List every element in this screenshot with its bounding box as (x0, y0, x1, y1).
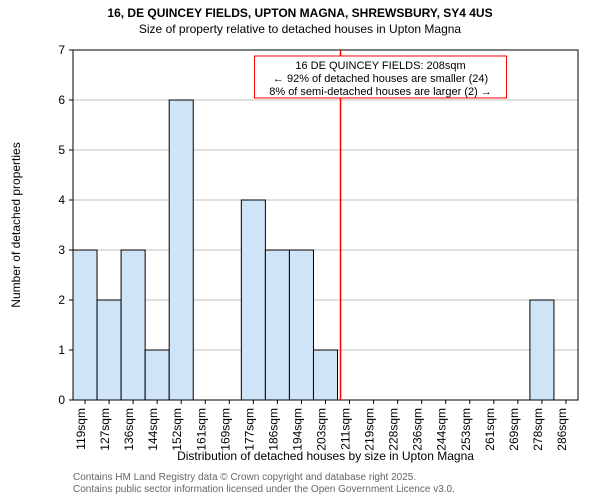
bar (121, 250, 145, 400)
x-tick-label: 244sqm (435, 408, 449, 451)
x-tick-label: 286sqm (555, 408, 569, 451)
x-tick-label: 161sqm (194, 408, 208, 451)
plot-area: 0 1 2 3 4 5 6 7 119sqm 127sqm 136sqm 144sqm 152sqm 16… (58, 43, 578, 451)
bar (73, 250, 97, 400)
histogram-chart: 16, DE QUINCEY FIELDS, UPTON MAGNA, SHRE… (0, 0, 600, 500)
x-tick-label: 119sqm (74, 408, 88, 450)
x-tick-label: 152sqm (170, 408, 184, 451)
bar (313, 350, 337, 400)
x-tick-label: 253sqm (459, 408, 473, 451)
y-tick-label: 1 (58, 343, 65, 357)
y-tick-label: 5 (58, 143, 65, 157)
y-tick-label: 6 (58, 93, 65, 107)
attribution-1: Contains HM Land Registry data © Crown c… (73, 472, 416, 483)
annotation-line-1: 16 DE QUINCEY FIELDS: 208sqm (295, 60, 465, 72)
bar (530, 300, 554, 400)
bar (241, 200, 265, 400)
x-tick-label: 136sqm (122, 408, 136, 451)
attribution-2: Contains public sector information licen… (73, 484, 455, 495)
bar (169, 100, 193, 400)
x-tick-label: 211sqm (339, 408, 353, 450)
x-tick-label: 186sqm (266, 408, 280, 451)
x-tick-label: 144sqm (146, 408, 160, 451)
x-tick-label: 228sqm (387, 408, 401, 451)
x-tick-label: 169sqm (218, 408, 232, 451)
bar (145, 350, 169, 400)
bar (97, 300, 121, 400)
x-tick-label: 261sqm (483, 408, 497, 451)
y-tick-label: 7 (58, 43, 65, 57)
bar (265, 250, 289, 400)
x-tick-label: 278sqm (531, 408, 545, 451)
title-line-1: 16, DE QUINCEY FIELDS, UPTON MAGNA, SHRE… (107, 6, 492, 20)
annotation-line-3: 8% of semi-detached houses are larger (2… (269, 86, 492, 98)
y-tick-label: 2 (58, 293, 65, 307)
title-line-2: Size of property relative to detached ho… (139, 22, 462, 36)
y-tick-label: 4 (58, 193, 65, 207)
x-axis-label: Distribution of detached houses by size … (177, 449, 474, 463)
bar (289, 250, 313, 400)
x-tick-label: 203sqm (315, 408, 329, 451)
y-tick-label: 0 (58, 393, 65, 407)
y-tick-label: 3 (58, 243, 65, 257)
y-axis-label: Number of detached properties (9, 142, 23, 307)
x-tick-label: 194sqm (290, 408, 304, 451)
annotation-line-2: ← 92% of detached houses are smaller (24… (273, 73, 488, 85)
x-tick-label: 236sqm (411, 408, 425, 451)
x-tick-label: 127sqm (98, 408, 112, 451)
x-tick-label: 177sqm (242, 408, 256, 451)
x-tick-label: 269sqm (507, 408, 521, 451)
x-tick-label: 219sqm (363, 408, 377, 451)
